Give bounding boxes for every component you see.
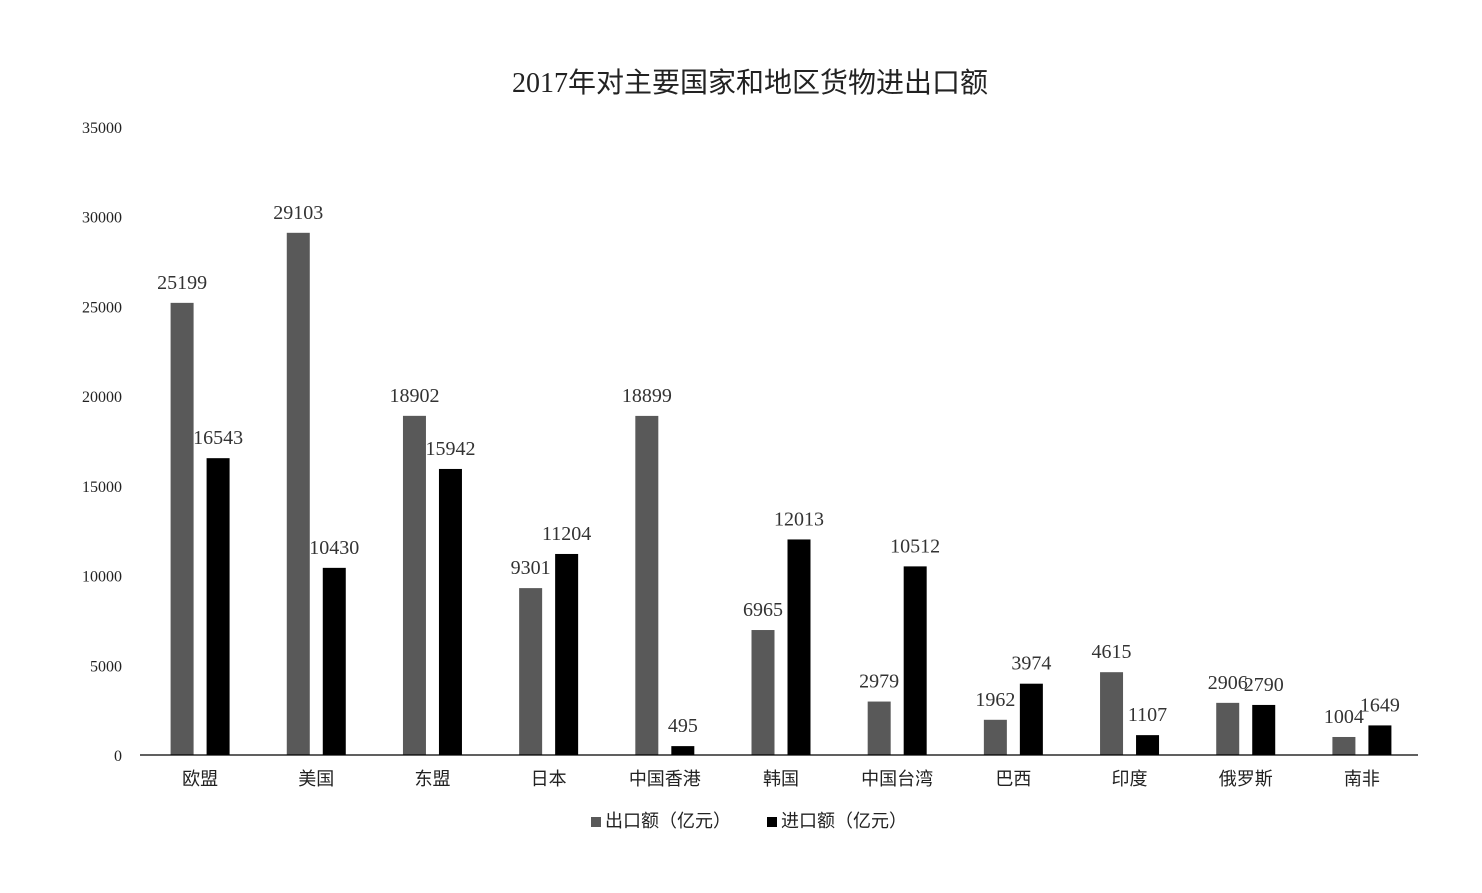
y-tick-label: 35000 bbox=[82, 120, 122, 137]
bar-export bbox=[1332, 736, 1356, 755]
data-label-import: 2790 bbox=[1244, 674, 1284, 696]
legend-label: 进口额（亿元） bbox=[781, 811, 907, 832]
legend: 出口额（亿元） 进口额（亿元） bbox=[591, 811, 907, 832]
x-axis-ticks: 欧盟 美国 东盟 日本 中国香港 韩国 中国台湾 巴西 印度 俄罗斯 南非 bbox=[182, 769, 1380, 790]
bar-export bbox=[1100, 672, 1124, 755]
data-label-import: 1649 bbox=[1360, 694, 1400, 716]
x-tick-label: 欧盟 bbox=[182, 769, 218, 790]
y-tick-label: 20000 bbox=[82, 389, 122, 406]
bar-export bbox=[635, 415, 659, 755]
chart-title: 2017年对主要国家和地区货物进出口额 bbox=[512, 67, 988, 99]
bar-import bbox=[671, 746, 695, 755]
y-tick-label: 5000 bbox=[90, 658, 122, 675]
data-label-export: 2906 bbox=[1208, 672, 1248, 694]
data-label-export: 25199 bbox=[157, 272, 207, 294]
data-label-import: 11204 bbox=[542, 523, 591, 545]
bar-export bbox=[867, 701, 891, 755]
bar-import bbox=[322, 567, 346, 755]
y-axis-ticks: 0 5000 10000 15000 20000 25000 30000 35000 bbox=[82, 120, 122, 765]
data-label-import: 1107 bbox=[1128, 704, 1167, 726]
bars-group bbox=[170, 232, 1392, 755]
data-label-import: 15942 bbox=[425, 438, 475, 460]
data-label-import: 10512 bbox=[890, 535, 940, 557]
bar-export bbox=[402, 415, 426, 755]
bar-export bbox=[170, 302, 194, 755]
data-label-import: 10430 bbox=[309, 537, 359, 559]
data-label-import: 3974 bbox=[1011, 653, 1051, 675]
x-tick-label: 印度 bbox=[1112, 769, 1148, 790]
x-tick-label: 巴西 bbox=[995, 769, 1031, 790]
bar-export bbox=[519, 588, 543, 755]
bar-import bbox=[787, 539, 811, 755]
bar-export bbox=[983, 719, 1007, 755]
data-label-export: 1004 bbox=[1324, 706, 1364, 728]
x-tick-label: 俄罗斯 bbox=[1219, 769, 1273, 790]
data-label-export: 18899 bbox=[622, 385, 672, 407]
data-label-export: 9301 bbox=[511, 557, 551, 579]
y-tick-label: 10000 bbox=[82, 569, 122, 586]
data-labels-group: 25199 16543 29103 10430 18902 15942 9301 11204 1… bbox=[157, 202, 1400, 737]
legend-swatch bbox=[767, 817, 777, 827]
x-tick-label: 日本 bbox=[531, 769, 567, 790]
x-tick-label: 中国香港 bbox=[629, 769, 701, 790]
bar-import bbox=[1252, 704, 1276, 755]
data-label-import: 495 bbox=[668, 715, 698, 737]
data-label-export: 29103 bbox=[273, 202, 323, 224]
data-label-export: 2979 bbox=[859, 671, 899, 693]
data-label-export: 1962 bbox=[975, 689, 1015, 711]
data-label-export: 6965 bbox=[743, 599, 783, 621]
bar-import bbox=[555, 553, 579, 755]
bar-export bbox=[1216, 702, 1240, 755]
legend-label: 出口额（亿元） bbox=[605, 811, 731, 832]
bar-export bbox=[286, 232, 310, 755]
x-tick-label: 韩国 bbox=[763, 769, 799, 790]
bar-import bbox=[1368, 725, 1392, 755]
bar-import bbox=[206, 458, 230, 755]
bar-import bbox=[1136, 735, 1160, 755]
bar-import bbox=[1019, 683, 1043, 755]
legend-swatch bbox=[591, 817, 601, 827]
data-label-export: 4615 bbox=[1092, 641, 1132, 663]
y-tick-label: 25000 bbox=[82, 299, 122, 316]
data-label-export: 18902 bbox=[389, 385, 439, 407]
y-tick-label: 30000 bbox=[82, 210, 122, 227]
data-label-import: 12013 bbox=[774, 508, 824, 530]
x-tick-label: 东盟 bbox=[414, 769, 450, 790]
x-tick-label: 中国台湾 bbox=[861, 769, 933, 790]
data-label-import: 16543 bbox=[193, 427, 243, 449]
bar-import bbox=[903, 566, 927, 755]
bar-export bbox=[751, 630, 775, 755]
x-tick-label: 美国 bbox=[298, 769, 334, 790]
bar-import bbox=[438, 468, 462, 755]
y-tick-label: 15000 bbox=[82, 479, 122, 496]
y-tick-label: 0 bbox=[114, 748, 122, 765]
x-tick-label: 南非 bbox=[1344, 769, 1380, 790]
